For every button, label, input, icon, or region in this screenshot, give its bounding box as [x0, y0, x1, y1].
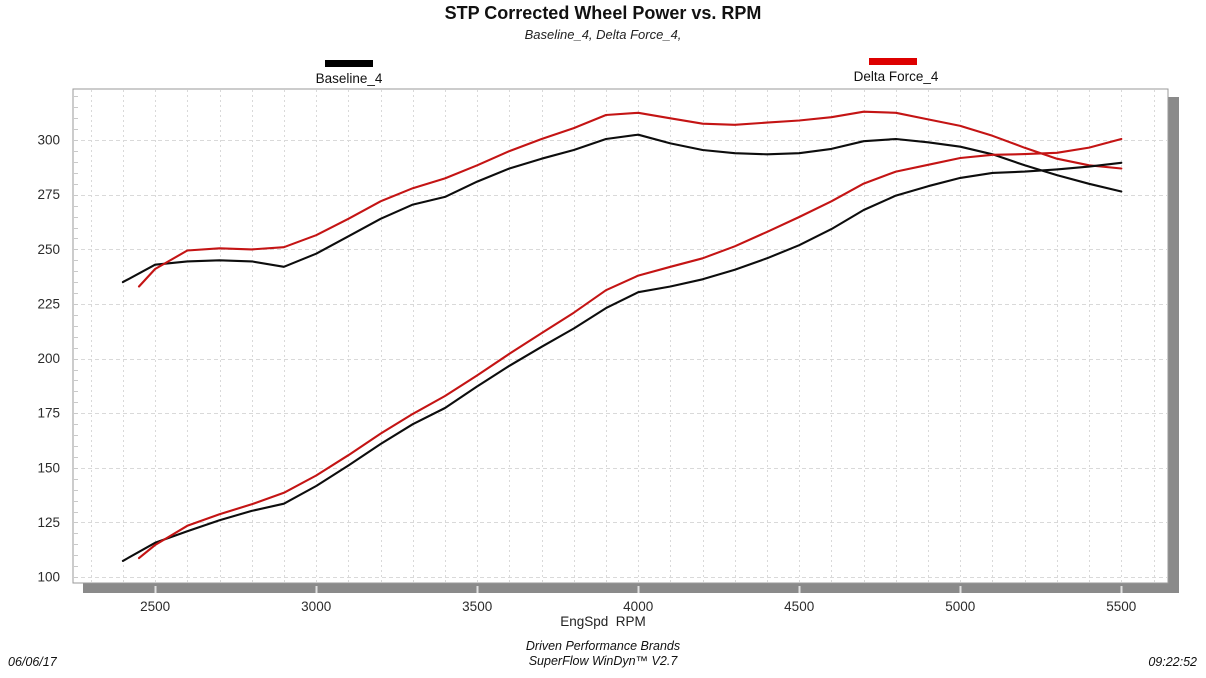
y-tick-label: 275	[37, 187, 60, 202]
x-tick-label: 2500	[140, 599, 170, 614]
series-delta-force-4-upper	[137, 110, 1123, 288]
y-tick-label: 300	[37, 133, 60, 148]
y-tick-label: 100	[37, 570, 60, 585]
x-tick-label: 3000	[301, 599, 331, 614]
y-tick-label: 150	[37, 460, 60, 475]
legend-label-baseline: Baseline_4	[315, 71, 383, 86]
chart-subtitle: Baseline_4, Delta Force_4,	[524, 27, 682, 42]
baseline-color-swatch	[325, 60, 373, 67]
plot-background	[72, 88, 1169, 584]
delta-force-color-swatch	[869, 58, 917, 65]
x-tick-label: 4000	[623, 599, 653, 614]
x-tick-label: 5000	[945, 599, 975, 614]
series-baseline-4-lower	[121, 161, 1123, 562]
y-tick-label: 125	[37, 515, 60, 530]
footer-software-line: SuperFlow WinDyn™ V2.7	[528, 654, 678, 668]
x-tick-label: 3500	[462, 599, 492, 614]
y-tick-label: 250	[37, 242, 60, 257]
series-baseline-4-upper	[121, 133, 1123, 284]
x-tick-label: 5500	[1106, 599, 1136, 614]
x-axis-title: EngSpd RPM	[560, 614, 646, 629]
footer-date: 06/06/17	[8, 655, 57, 669]
x-tick-label: 4500	[784, 599, 814, 614]
legend-label-delta-force: Delta Force_4	[853, 69, 939, 84]
footer-time: 09:22:52	[1148, 655, 1197, 669]
footer-brand-line: Driven Performance Brands	[525, 639, 681, 653]
chart-title: STP Corrected Wheel Power vs. RPM	[444, 3, 762, 23]
y-tick-label: 225	[37, 297, 60, 312]
y-tick-label: 175	[37, 406, 60, 421]
series-delta-force-4-lower	[137, 137, 1123, 560]
y-tick-label: 200	[37, 351, 60, 366]
